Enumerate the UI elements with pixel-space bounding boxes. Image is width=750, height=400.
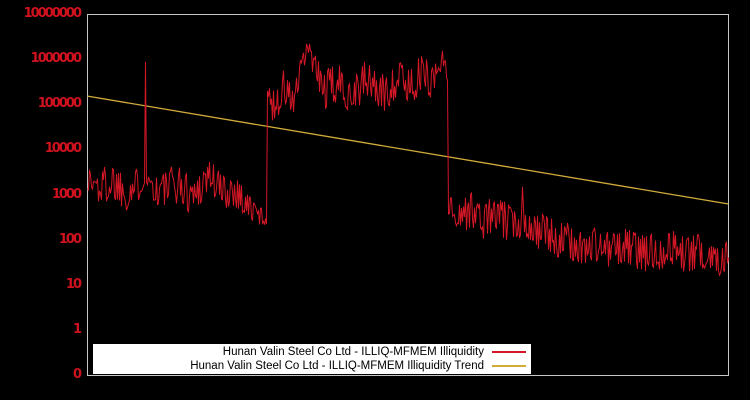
y-tick-label: 10: [65, 276, 82, 292]
y-tick-label: 10000000: [23, 6, 82, 21]
legend-line-sample-red: [492, 351, 526, 353]
y-tick-label: 0: [72, 367, 82, 382]
legend-item-trend: Hunan Valin Steel Co Ltd - ILLIQ-MFMEM I…: [93, 359, 531, 373]
y-tick-label: 1000: [51, 186, 82, 202]
plot-frame: [87, 14, 729, 376]
y-tick-label: 1: [72, 321, 82, 337]
y-tick-label: 1000000: [30, 51, 82, 67]
legend-label-trend: Hunan Valin Steel Co Ltd - ILLIQ-MFMEM I…: [190, 359, 484, 372]
trend-line: [87, 95, 729, 205]
legend-label-illiquidity: Hunan Valin Steel Co Ltd - ILLIQ-MFMEM I…: [222, 345, 484, 358]
legend: Hunan Valin Steel Co Ltd - ILLIQ-MFMEM I…: [93, 344, 531, 374]
y-tick-label: 10000: [44, 141, 82, 157]
legend-line-sample-yellow: [492, 365, 526, 367]
legend-item-illiquidity: Hunan Valin Steel Co Ltd - ILLIQ-MFMEM I…: [93, 345, 531, 359]
y-tick-label: 100: [58, 231, 82, 247]
y-tick-label: 100000: [37, 96, 82, 112]
illiquidity-series: [87, 43, 729, 277]
